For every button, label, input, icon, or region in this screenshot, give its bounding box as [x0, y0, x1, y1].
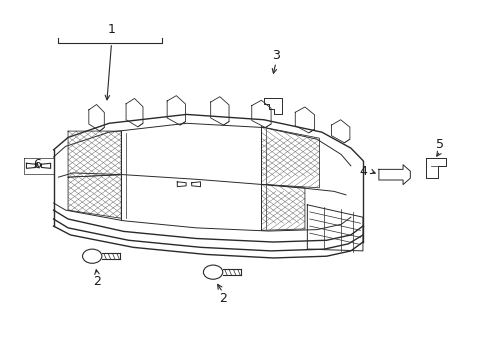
Text: 2: 2: [218, 292, 226, 305]
Text: 5: 5: [435, 138, 444, 151]
Text: 2: 2: [93, 275, 101, 288]
Text: 4: 4: [358, 165, 366, 177]
Text: 6: 6: [33, 158, 41, 171]
Text: 3: 3: [271, 49, 279, 62]
Text: 1: 1: [107, 23, 115, 36]
